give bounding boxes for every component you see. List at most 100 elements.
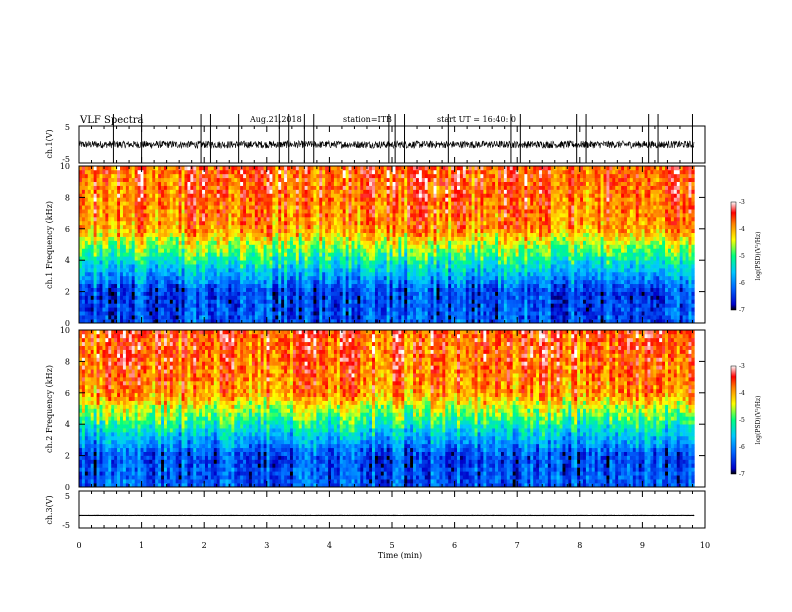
ch1-spectrogram-cell	[84, 173, 89, 179]
ch1-spectrogram-cell	[146, 177, 150, 182]
ch1-spectrogram-cell	[418, 244, 423, 249]
ch1-spectrogram-cell	[158, 244, 162, 249]
ch1-spectrogram-cell	[289, 256, 294, 261]
ch1-spectrogram-cell	[140, 193, 144, 198]
ch1-spectrogram-cell	[295, 232, 300, 237]
ch1-spectrogram-cell	[415, 228, 420, 234]
ch1-spectrogram-cell	[146, 252, 150, 257]
ch1-spectrogram-cell	[184, 240, 188, 245]
ch1-spectrogram-cell	[383, 311, 387, 316]
ch1-spectrogram-cell	[377, 256, 382, 261]
ch1-spectrogram-cell	[325, 319, 329, 324]
ch1-spectrogram-cell	[213, 220, 218, 226]
ch1-spectrogram-cell	[231, 291, 235, 296]
ch1-spectrogram-cell	[163, 264, 168, 269]
ch1-spectrogram-cell	[122, 185, 127, 190]
ch1-spectrogram-cell	[84, 181, 89, 186]
ch1-spectrogram-cell	[105, 283, 109, 288]
ch1-spectrogram-cell	[187, 224, 191, 230]
ch1-spectrogram-cell	[333, 256, 338, 261]
ch1-spectrogram-cell	[108, 185, 112, 190]
ch1-spectrogram-cell	[79, 193, 83, 198]
ch1-spectrogram-cell	[149, 220, 153, 226]
ch1-spectrogram-cell	[210, 252, 215, 257]
ch1-spectrogram-cell	[360, 236, 364, 241]
ch1-spectrogram-cell	[354, 287, 358, 292]
ch1-spectrogram-cell	[251, 291, 256, 296]
ch1-spectrogram-cell	[246, 311, 250, 316]
ch1-spectrogram-cell	[246, 189, 250, 194]
ch1-spectrogram-cell	[90, 264, 94, 269]
ch1-spectrogram-cell	[87, 283, 92, 288]
ch1-spectrogram-cell	[357, 275, 361, 281]
ch1-spectrogram-cell	[196, 232, 200, 237]
ch1-spectrogram-cell	[228, 209, 232, 214]
ch1-spectrogram-cell	[357, 264, 361, 269]
ch1-spectrogram-cell	[111, 224, 115, 230]
ch1-spectrogram-cell	[120, 224, 124, 230]
ch1-spectrogram-cell	[427, 283, 431, 288]
ch1-spectrogram-cell	[161, 220, 165, 226]
ch1-spectrogram-cell	[158, 295, 162, 300]
ch1-spectrogram-cell	[421, 319, 426, 324]
ch1-spectrogram-cell	[398, 252, 402, 257]
ch1-spectrogram-cell	[401, 197, 405, 202]
ch1-spectrogram-cell	[184, 201, 188, 206]
ch1-spectrogram-cell	[187, 275, 191, 281]
ch1-spectrogram-cell	[386, 256, 390, 261]
ch1-spectrogram-cell	[372, 307, 376, 312]
ch1-spectrogram-cell	[114, 299, 118, 304]
ch1-spectrogram-cell	[187, 307, 191, 312]
ch1-spectrogram-cell	[427, 189, 431, 194]
ch1-spectrogram-cell	[401, 166, 405, 171]
ch1-spectrogram-cell	[196, 169, 200, 175]
ch1-spectrogram-cell	[105, 256, 109, 261]
ch1-spectrogram-cell	[389, 185, 393, 190]
ch1-spectrogram-cell	[248, 291, 253, 296]
ch1-spectrogram-cell	[205, 173, 209, 179]
ch1-spectrogram-cell	[401, 213, 405, 218]
ch1-spectrogram-cell	[184, 271, 188, 277]
ch1-spectrogram-cell	[234, 166, 238, 171]
ch1-spectrogram-cell	[105, 287, 109, 292]
ch1-spectrogram-cell	[284, 220, 288, 226]
ch1-spectrogram-cell	[307, 311, 311, 316]
ch1-spectrogram-cell	[439, 217, 443, 222]
ch1-spectrogram-cell	[163, 315, 168, 320]
ch1-spectrogram-cell	[386, 248, 390, 253]
ch1-spectrogram-cell	[143, 185, 147, 190]
ch1-spectrogram-cell	[304, 232, 308, 237]
ch1-spectrogram-cell	[155, 279, 159, 285]
ch1-spectrogram-cell	[178, 311, 182, 316]
ch1-spectrogram-cell	[424, 201, 428, 206]
ch1-spectrogram-cell	[266, 189, 270, 194]
ch1-spectrogram-cell	[146, 319, 150, 324]
ch1-spectrogram-cell	[331, 307, 335, 312]
ch1-spectrogram-cell	[146, 260, 150, 265]
ch1-spectrogram-cell	[96, 268, 100, 273]
ch1-spectrogram-cell	[424, 181, 428, 186]
ch1-spectrogram-cell	[248, 213, 253, 218]
ch1-spectrogram-cell	[122, 295, 127, 300]
ch1-spectrogram-cell	[310, 268, 314, 273]
ch1-spectrogram-cell	[84, 307, 89, 312]
ch1-spectrogram-cell	[284, 268, 288, 273]
ch1-spectrogram-cell	[307, 303, 311, 308]
ch1-spectrogram-cell	[79, 295, 83, 300]
ch1-spectrogram-cell	[398, 213, 402, 218]
ch1-spectrogram-cell	[374, 248, 379, 253]
ch1-spectrogram-cell	[196, 197, 200, 202]
ch1-spectrogram-cell	[155, 224, 159, 230]
ch1-spectrogram-cell	[125, 283, 130, 288]
ch1-spectrogram-cell	[149, 319, 153, 324]
ch1-spectrogram-cell	[266, 271, 270, 277]
ch1-spectrogram-cell	[181, 236, 185, 241]
ch1-spectrogram-cell	[117, 169, 121, 175]
ch1-spectrogram-cell	[360, 173, 364, 179]
ch1-spectrogram-cell	[354, 232, 358, 237]
ch1-spectrogram-cell	[369, 319, 373, 324]
ch1-spectrogram-cell	[166, 315, 171, 320]
ch1-spectrogram-cell	[421, 173, 426, 179]
ch1-spectrogram-cell	[325, 271, 329, 277]
ch1-spectrogram-cell	[134, 271, 138, 277]
